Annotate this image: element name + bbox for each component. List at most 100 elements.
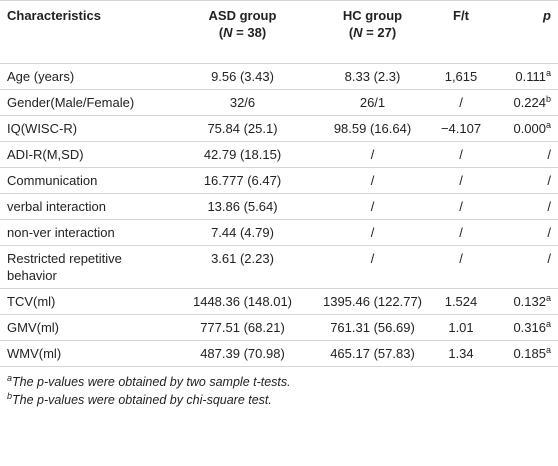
table-cell: 16.777 (6.47) <box>170 167 315 194</box>
table-cell: / <box>492 245 558 289</box>
footnote-marker: a <box>545 345 551 355</box>
header-paren: ( <box>218 25 224 40</box>
table-cell: non-ver interaction <box>0 219 170 246</box>
header-cell: HC group (N = 27) <box>315 0 430 64</box>
cell-text: 32/6 <box>229 95 256 110</box>
header-row: Characteristics ASD group (N = 38) HC group… <box>0 0 558 64</box>
cell-text: 16.777 (6.47) <box>203 173 282 188</box>
table-cell: GMV(ml) <box>0 314 170 341</box>
table-cell: WMV(ml) <box>0 340 170 367</box>
cell-text: −4.107 <box>440 121 482 136</box>
table-row: GMV(ml) 777.51 (68.21) 761.31 (56.69) 1.01 0… <box>0 314 558 341</box>
table-cell: 0.316a <box>492 314 558 341</box>
table-cell: / <box>492 193 558 220</box>
table-cell: TCV(ml) <box>0 288 170 315</box>
cell-text: / <box>459 147 463 162</box>
table-cell: 26/1 <box>315 89 430 116</box>
table-row: TCV(ml) 1448.36 (148.01) 1395.46 (122.77) 1… <box>0 288 558 315</box>
table-cell: IQ(WISC-R) <box>0 115 170 142</box>
table-cell: / <box>315 193 430 220</box>
table-cell: 777.51 (68.21) <box>170 314 315 341</box>
cell-text: / <box>547 251 551 266</box>
header-text: F/t <box>453 8 469 23</box>
cell-text: / <box>547 199 551 214</box>
data-table: Characteristics ASD group (N = 38) HC group… <box>0 0 558 367</box>
table-cell: Communication <box>0 167 170 194</box>
footnote-marker: b <box>7 391 13 401</box>
cell-text: / <box>370 147 375 162</box>
table-cell: 465.17 (57.83) <box>315 340 430 367</box>
header-text: p <box>543 8 551 23</box>
table-row: non-ver interaction 7.44 (4.79) / / / <box>0 219 558 246</box>
cell-text: / <box>547 173 551 188</box>
table-cell: / <box>430 219 492 246</box>
cell-text: Gender(Male/Female) <box>7 95 135 110</box>
cell-text: 42.79 (18.15) <box>203 147 282 162</box>
cell-text: 1448.36 (148.01) <box>192 294 293 309</box>
table-cell: verbal interaction <box>0 193 170 220</box>
cell-text: 0.316 <box>513 320 546 335</box>
cell-text: / <box>547 225 551 240</box>
table-cell: −4.107 <box>430 115 492 142</box>
footnote-marker: a <box>545 293 551 303</box>
header-text: HC group <box>342 8 403 23</box>
table-cell: / <box>430 141 492 168</box>
table-cell: Restricted repetitive behavior <box>0 245 170 289</box>
cell-text: verbal interaction <box>7 199 106 214</box>
cell-text: 465.17 (57.83) <box>330 346 415 361</box>
cell-text: 7.44 (4.79) <box>211 225 274 240</box>
cell-text: 8.33 (2.3) <box>344 69 401 84</box>
cell-text: / <box>459 95 463 110</box>
cell-text: 13.86 (5.64) <box>207 199 278 214</box>
table-cell: / <box>492 219 558 246</box>
header-var: N <box>223 25 233 40</box>
table-cell: 487.39 (70.98) <box>170 340 315 367</box>
cell-text: / <box>370 251 375 266</box>
table-cell: / <box>430 245 492 289</box>
cell-text: 777.51 (68.21) <box>200 320 285 335</box>
cell-text: 761.31 (56.69) <box>330 320 415 335</box>
cell-text: 1,615 <box>444 69 478 84</box>
table-cell: / <box>492 167 558 194</box>
cell-text: Age (years) <box>7 69 75 84</box>
cell-text: 3.61 (2.23) <box>211 251 274 266</box>
table-cell: 42.79 (18.15) <box>170 141 315 168</box>
table-row: IQ(WISC-R) 75.84 (25.1) 98.59 (16.64) −4.10… <box>0 115 558 142</box>
header-cell: F/t <box>430 0 492 64</box>
table-body: Age (years) 9.56 (3.43) 8.33 (2.3) 1,615 0.1… <box>0 63 558 367</box>
table-row: Gender(Male/Female) 32/6 26/1 / 0.224b <box>0 89 558 116</box>
cell-text: / <box>547 147 551 162</box>
table-cell: 8.33 (2.3) <box>315 63 430 90</box>
cell-text: / <box>459 173 463 188</box>
header-cell: p <box>492 0 558 64</box>
table-cell: 0.224b <box>492 89 558 116</box>
table-cell: 761.31 (56.69) <box>315 314 430 341</box>
cell-text: / <box>459 199 463 214</box>
cell-text: GMV(ml) <box>7 320 59 335</box>
table-cell: 1,615 <box>430 63 492 90</box>
header-var: N <box>353 25 363 40</box>
cell-text: Restricted repetitive behavior <box>7 251 122 283</box>
cell-text: 0.000 <box>513 121 546 136</box>
cell-text: WMV(ml) <box>7 346 62 361</box>
table-cell: / <box>492 141 558 168</box>
table-cell: 32/6 <box>170 89 315 116</box>
table-cell: 3.61 (2.23) <box>170 245 315 289</box>
table-cell: / <box>315 167 430 194</box>
table-cell: / <box>430 193 492 220</box>
table-row: Restricted repetitive behavior 3.61 (2.23… <box>0 245 558 289</box>
footnote-marker: b <box>545 94 551 104</box>
table-cell: 0.111a <box>492 63 558 90</box>
cell-text: Communication <box>7 173 98 188</box>
cell-text: / <box>370 199 375 214</box>
table-cell: 0.185a <box>492 340 558 367</box>
footnote-text: The p-values were obtained by two sample… <box>12 375 291 389</box>
cell-text: IQ(WISC-R) <box>7 121 78 136</box>
table-cell: ADI-R(M,SD) <box>0 141 170 168</box>
footnote-marker: a <box>7 373 13 383</box>
table-row: Communication 16.777 (6.47) / / / <box>0 167 558 194</box>
table-row: verbal interaction 13.86 (5.64) / / / <box>0 193 558 220</box>
footnote-text: The p-values were obtained by chi-square… <box>12 393 272 407</box>
table-cell: 1.34 <box>430 340 492 367</box>
